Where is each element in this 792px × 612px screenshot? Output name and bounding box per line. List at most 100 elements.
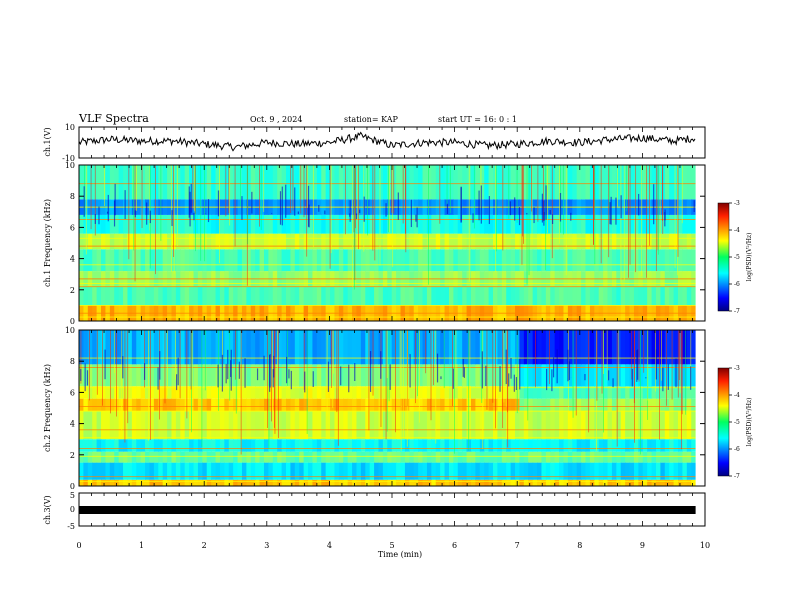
spectrogram-cell xyxy=(633,386,639,399)
spectrogram-cell xyxy=(607,233,613,250)
spectrogram-cell xyxy=(422,233,428,250)
spectrogram-cell xyxy=(444,386,450,399)
spectrogram-cell xyxy=(241,249,247,272)
spectrogram-cell xyxy=(633,233,639,250)
spectrogram-cell xyxy=(197,330,203,365)
spectrogram-cell xyxy=(233,411,239,440)
spectrogram-cell xyxy=(616,233,622,250)
spectrogram-cell xyxy=(290,386,296,399)
spectrogram-cell xyxy=(585,411,591,440)
spectrogram-cell xyxy=(365,411,371,440)
spectrogram-cell xyxy=(682,479,688,486)
spectrogram-cell xyxy=(475,233,481,250)
spectrogram-cell xyxy=(189,451,195,463)
spectrogram-cell xyxy=(391,364,397,387)
spectrogram-cell xyxy=(559,451,565,463)
spectrogram-cell xyxy=(572,330,578,365)
spectrogram-cell xyxy=(299,249,305,272)
spectrogram-cell xyxy=(303,364,309,387)
spectrogram-cell xyxy=(118,451,124,463)
spectrogram-cell xyxy=(585,462,591,480)
spectrogram-cell xyxy=(462,411,468,440)
spectrogram-cell xyxy=(479,439,485,452)
spectrogram-cell xyxy=(211,398,217,412)
spectrogram-cell xyxy=(418,233,424,250)
spectrogram-cell xyxy=(158,451,164,463)
spectrogram-cell xyxy=(105,330,111,365)
spectrogram-cell xyxy=(360,286,366,306)
spectrogram-cell xyxy=(409,286,415,306)
spectrogram-cell xyxy=(321,233,327,250)
spectrogram-cell xyxy=(677,233,683,250)
spectrogram-cell xyxy=(277,462,283,480)
spectrogram-cell xyxy=(237,386,243,399)
spectrogram-cell xyxy=(594,462,600,480)
spectrogram-cell xyxy=(382,249,388,272)
spectrogram-cell xyxy=(96,249,102,272)
spectrogram-cell xyxy=(537,165,543,200)
spectrogram-cell xyxy=(193,411,199,440)
spectrogram-cell xyxy=(286,286,291,306)
spectrogram-cell xyxy=(312,479,318,486)
spectrogram-cell xyxy=(272,439,278,452)
spectrogram-cell xyxy=(101,214,107,234)
spectrogram-cell xyxy=(114,479,120,486)
spectrogram-cell xyxy=(611,330,617,365)
spectrogram-cell xyxy=(607,214,613,234)
spectrogram-cell xyxy=(290,411,296,440)
spectrogram-cell xyxy=(255,330,261,365)
spectrogram-cell xyxy=(321,165,327,200)
spectrogram-cell xyxy=(127,462,133,480)
spectrogram-cell xyxy=(501,286,507,306)
spectrogram-cell xyxy=(633,411,639,440)
spectrogram-cell xyxy=(550,249,556,272)
y-tick-label: 0 xyxy=(70,317,75,326)
spectrogram-cell xyxy=(647,398,653,412)
spectrogram-cell xyxy=(136,330,142,365)
spectrogram-cell xyxy=(131,330,137,365)
spectrogram-cell xyxy=(149,165,155,200)
spectrogram-cell xyxy=(572,286,578,306)
spectrogram-cell xyxy=(255,462,261,480)
spectrogram-cell xyxy=(537,451,543,463)
spectrogram-cell xyxy=(123,462,129,480)
spectrogram-cell xyxy=(541,165,547,200)
spectrogram-cell xyxy=(153,286,159,306)
spectrogram-cell xyxy=(664,386,670,399)
spectrogram-cell xyxy=(303,330,309,365)
spectrogram-cell xyxy=(312,386,318,399)
spectrogram-cell xyxy=(501,411,507,440)
y-tick-label: 4 xyxy=(70,255,75,264)
spectrogram-cell xyxy=(620,451,626,463)
spectrogram-cell xyxy=(175,439,181,452)
spectrogram-cell xyxy=(369,330,375,365)
spectrogram-cell xyxy=(114,462,120,480)
spectrogram-cell xyxy=(616,439,622,452)
spectrogram-cell xyxy=(308,479,314,486)
spectrogram-cell xyxy=(184,233,190,250)
spectrogram-cell xyxy=(316,286,322,306)
spectrogram-cell xyxy=(206,439,212,452)
spectrogram-cell xyxy=(598,386,604,399)
spectrogram-cell xyxy=(263,249,269,272)
spectrogram-cell xyxy=(250,439,256,452)
x-tick-label: 9 xyxy=(640,541,645,550)
spectrogram-cell xyxy=(550,386,556,399)
spectrogram-cell xyxy=(140,286,146,306)
spectrogram-cell xyxy=(506,214,512,234)
spectrogram-cell xyxy=(413,386,419,399)
spectrogram-cell xyxy=(655,411,661,440)
spectrogram-cell xyxy=(131,479,137,486)
spectrogram-cell xyxy=(321,439,327,452)
spectrogram-cell xyxy=(167,364,173,387)
spectrogram-cell xyxy=(422,439,428,452)
spectrogram-cell xyxy=(281,249,287,272)
spectrogram-cell xyxy=(272,286,278,306)
spectrogram-cell xyxy=(669,233,675,250)
spectrogram-cell xyxy=(572,451,578,463)
spectrogram-cell xyxy=(391,479,397,486)
spectrogram-cell xyxy=(250,451,256,463)
spectrogram-cell xyxy=(382,451,388,463)
spectrogram-cell xyxy=(263,165,269,200)
